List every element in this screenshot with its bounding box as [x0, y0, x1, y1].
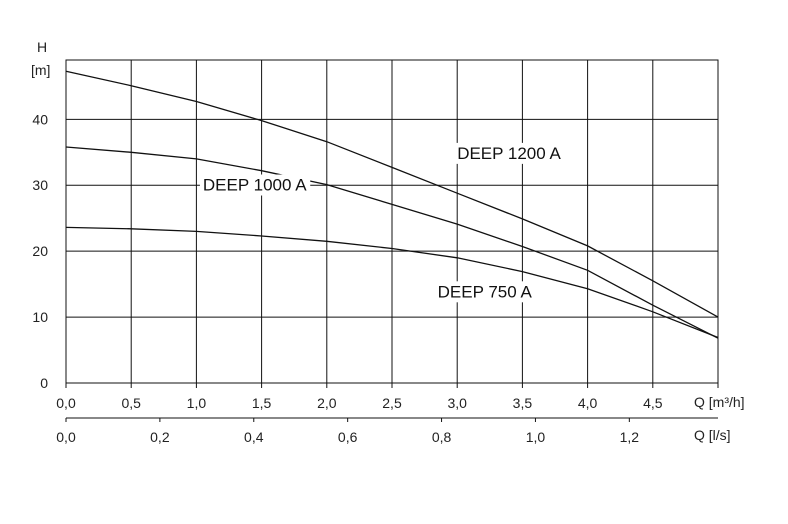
curve-label: DEEP 1000 A: [203, 176, 307, 195]
curve-label-background: [199, 174, 311, 196]
x2-tick-label: 0,0: [56, 429, 76, 445]
x-axis-secondary-label: Q [l/s]: [694, 427, 731, 443]
x2-tick-label: 0,2: [150, 429, 170, 445]
x-axis-ticks: 0,0 0,5 1,0 1,5 2,0 2,5 3,0 3,5 4,0 4,5: [56, 383, 719, 411]
y-tick-label: 40: [32, 111, 48, 127]
x2-tick-label: 1,0: [526, 429, 546, 445]
y-axis-symbol: H: [37, 39, 47, 55]
y-tick-label: 30: [32, 177, 48, 193]
x2-tick-label: 0,4: [244, 429, 264, 445]
x-tick-label: 3,0: [447, 395, 467, 411]
y-tick-label: 10: [32, 309, 48, 325]
curve-label: DEEP 1200 A: [457, 144, 561, 163]
x-tick-label: 1,5: [252, 395, 272, 411]
x-tick-label: 3,5: [513, 395, 533, 411]
y-axis-ticks: 0 10 20 30 40: [32, 111, 48, 391]
y-axis-unit: [m]: [31, 62, 50, 78]
x2-tick-label: 0,8: [432, 429, 452, 445]
curve-deep-750-a: [65, 226, 719, 339]
x-tick-label: 4,0: [578, 395, 598, 411]
curve-label: DEEP 750 A: [438, 282, 533, 301]
curve-label-background: [454, 142, 565, 164]
x-axis-secondary-ticks: 0,0 0,2 0,4 0,6 0,8 1,0 1,2: [56, 418, 639, 445]
x-tick-label: 0,0: [56, 395, 76, 411]
y-tick-label: 0: [40, 375, 48, 391]
curve-labels: DEEP 1200 A DEEP 1000 A DEEP 750 A: [199, 142, 565, 303]
curve-deep-1000-a: [65, 146, 719, 339]
x2-tick-label: 0,6: [338, 429, 358, 445]
curves: [65, 70, 719, 339]
x-tick-label: 1,0: [187, 395, 207, 411]
curve-label-background: [434, 281, 536, 303]
grid: [66, 60, 718, 383]
x-tick-label: 2,0: [317, 395, 337, 411]
y-tick-label: 20: [32, 243, 48, 259]
x2-tick-label: 1,2: [620, 429, 640, 445]
curve-deep-1200-a: [65, 70, 719, 318]
x-tick-label: 4,5: [643, 395, 663, 411]
x-tick-label: 2,5: [382, 395, 402, 411]
x-axis-label: Q [m³/h]: [694, 394, 745, 410]
x-tick-label: 0,5: [121, 395, 141, 411]
